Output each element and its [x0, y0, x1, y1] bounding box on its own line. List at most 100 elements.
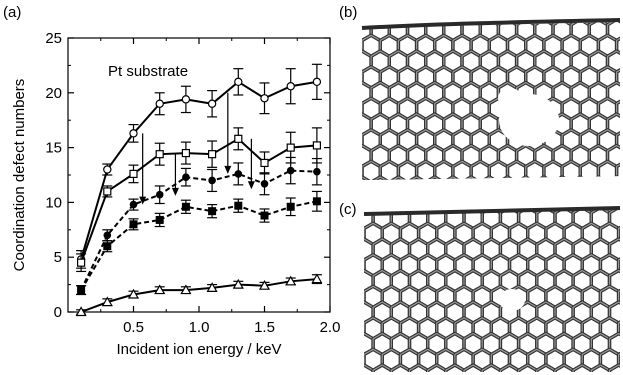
lattice-highlight — [335, 114, 353, 135]
lattice-highlight — [335, 177, 353, 198]
lattice-highlight — [335, 51, 353, 72]
data-point — [286, 202, 295, 211]
data-point — [129, 200, 138, 209]
lattice-ring — [364, 284, 366, 309]
data-point — [312, 197, 321, 206]
lattice-highlight — [443, 176, 463, 180]
data-point — [182, 173, 190, 181]
lattice-highlight — [554, 364, 574, 372]
x-axis-title: Incident ion energy / keV — [116, 341, 281, 358]
series-line — [80, 80, 318, 260]
lattice-ring — [364, 253, 366, 278]
lattice-highlight — [497, 176, 518, 180]
data-point — [207, 99, 217, 108]
lattice-highlight — [362, 34, 363, 57]
lattice-highlight — [445, 364, 465, 372]
arrow-head — [171, 187, 179, 196]
data-point — [103, 242, 112, 251]
data-point — [286, 143, 295, 152]
data-point — [103, 231, 112, 240]
y-axis-title: Coordination defect numbers — [11, 79, 28, 272]
y-tick-label: 0 — [54, 304, 62, 321]
lattice-highlight — [364, 317, 365, 340]
lattice-ring — [362, 65, 364, 90]
y-tick-label: 20 — [45, 85, 62, 102]
lattice-highlight — [337, 365, 355, 375]
series-1 — [76, 127, 322, 273]
data-point — [234, 77, 243, 87]
lattice-highlight — [481, 364, 501, 372]
series-4 — [75, 273, 323, 317]
lattice-highlight — [335, 83, 353, 104]
lattice-ring — [337, 239, 355, 260]
data-point — [313, 167, 321, 176]
series-layer — [75, 63, 323, 317]
lattice-highlight — [364, 222, 365, 245]
arrow-head — [247, 181, 255, 190]
data-point — [129, 129, 138, 138]
lattice-highlight — [534, 176, 554, 180]
lattice-ring — [335, 146, 353, 167]
lattice-ring — [362, 96, 364, 122]
lattice-hole — [499, 289, 525, 311]
lattice-highlight — [335, 146, 353, 167]
lattice-ring — [364, 221, 366, 247]
chart: 0 5 10 15 20 25 0.5 1.0 1.5 2.0 Pt substrate Inc… — [11, 30, 340, 358]
data-point — [260, 211, 269, 220]
lattice-highlight — [362, 129, 363, 152]
lattice-ring — [362, 33, 364, 58]
lattice-highlight — [461, 176, 481, 180]
x-tick-label: 2.0 — [320, 319, 341, 336]
data-point — [155, 99, 164, 108]
y-tick-label: 15 — [45, 140, 62, 157]
lattice-ring — [362, 128, 364, 153]
lattice-highlight — [590, 364, 611, 372]
y-tick-label: 10 — [45, 194, 62, 211]
panel-label-b: (b) — [339, 4, 357, 21]
data-point — [286, 166, 295, 175]
series-line — [80, 278, 317, 313]
lattice-highlight — [408, 364, 429, 372]
lattice-ring — [335, 20, 353, 41]
lattice-highlight — [337, 334, 355, 355]
lattice-highlight — [536, 364, 556, 372]
hexagonal-lattice-c — [337, 210, 620, 375]
lattice-highlight — [364, 254, 365, 277]
lattice-highlight — [608, 364, 620, 372]
data-point — [76, 258, 86, 267]
data-point — [103, 187, 112, 196]
lattice-highlight — [364, 285, 365, 308]
lattice-ring — [335, 83, 353, 104]
data-point — [180, 284, 192, 295]
y-tick-label: 25 — [45, 30, 62, 47]
data-point — [101, 296, 113, 307]
lattice-highlight — [517, 364, 538, 372]
lattice-ring — [335, 114, 353, 135]
lattice-highlight — [572, 364, 592, 372]
lattice-ring — [337, 365, 355, 375]
panel-label-c: (c) — [339, 201, 357, 218]
series-line — [80, 137, 317, 264]
data-point — [75, 306, 87, 317]
lattice-highlight — [362, 160, 363, 180]
lattice-highlight — [515, 176, 536, 180]
data-point — [208, 176, 216, 185]
nanotube-image-b — [335, 18, 621, 198]
data-point — [260, 158, 269, 168]
lattice-highlight — [370, 176, 390, 180]
lattice-ring — [337, 271, 355, 292]
y-axis-ticks: 0 5 10 15 20 25 — [45, 30, 330, 321]
data-point — [260, 94, 269, 103]
lattice-highlight — [337, 239, 355, 260]
data-point — [258, 279, 271, 290]
tube-edge — [363, 206, 621, 216]
lattice-ring — [364, 347, 366, 372]
x-axis-ticks: 0.5 1.0 1.5 2.0 — [100, 38, 341, 336]
data-point — [129, 169, 138, 179]
lattice-highlight — [388, 176, 409, 180]
data-point — [103, 165, 112, 174]
lattice-ring — [335, 177, 353, 198]
data-point — [312, 77, 322, 87]
lattice-highlight — [335, 20, 353, 41]
